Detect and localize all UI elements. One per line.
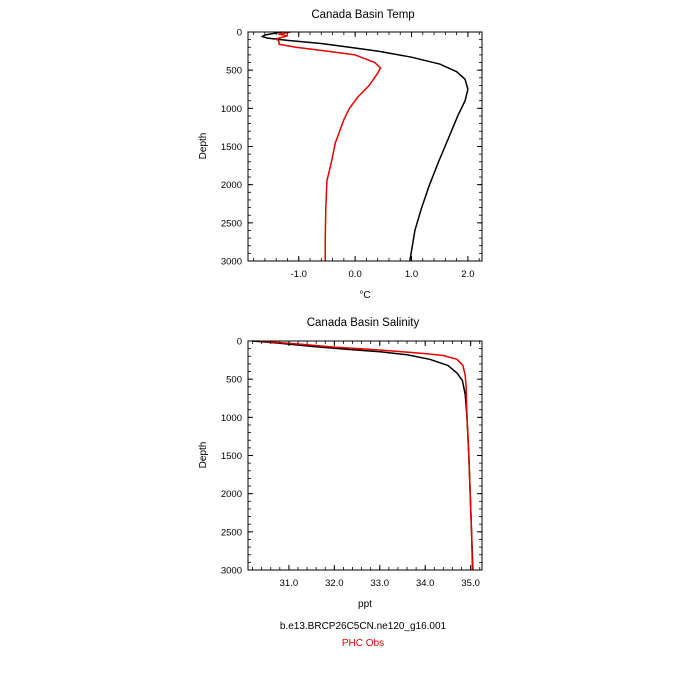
y-tick-label: 1000 bbox=[221, 104, 242, 115]
chart-title: Canada Basin Temp bbox=[311, 9, 414, 21]
x-axis-label: ppt bbox=[358, 599, 372, 610]
x-tick-label: 35.0 bbox=[461, 578, 480, 589]
x-tick-label: 34.0 bbox=[416, 578, 435, 589]
series-line-0 bbox=[261, 31, 469, 262]
series-line-0 bbox=[252, 340, 474, 571]
y-tick-label: 3000 bbox=[221, 257, 242, 268]
y-tick-label: 2500 bbox=[221, 218, 242, 229]
x-tick-label: 0.0 bbox=[349, 269, 362, 280]
x-tick-label: 1.0 bbox=[405, 269, 418, 280]
plot-frame bbox=[247, 340, 483, 571]
y-tick-label: 1500 bbox=[221, 142, 242, 153]
y-tick-label: 2500 bbox=[221, 527, 242, 538]
y-tick-label: 500 bbox=[226, 375, 242, 386]
series-layer bbox=[261, 31, 469, 262]
series-line-1 bbox=[257, 340, 474, 571]
y-tick-label: 2000 bbox=[221, 489, 242, 500]
salinity-chart: Canada Basin Salinity 0 500 1000 1500 2000 25… bbox=[198, 317, 483, 610]
y-axis-label: Depth bbox=[198, 133, 209, 160]
ticks-layer: 0 500 1000 1500 2000 2500 3000 -1.0 0.0 1.0 2.0 bbox=[221, 28, 482, 280]
y-tick-label: 2000 bbox=[221, 180, 242, 191]
obs-name-label: PHC Obs bbox=[342, 638, 384, 649]
y-tick-label: 0 bbox=[237, 337, 242, 348]
y-tick-label: 1500 bbox=[221, 451, 242, 462]
plot-frame bbox=[247, 31, 483, 262]
temp-chart: Canada Basin Temp 0 500 1000 1500 2000 2500 30… bbox=[198, 9, 483, 301]
x-tick-label: 2.0 bbox=[461, 269, 474, 280]
x-tick-label: -1.0 bbox=[291, 269, 307, 280]
y-tick-label: 0 bbox=[237, 28, 242, 39]
y-tick-label: 1000 bbox=[221, 413, 242, 424]
series-line-1 bbox=[275, 31, 382, 261]
y-tick-label: 500 bbox=[226, 66, 242, 77]
case-name-label: b.e13.BRCP26C5CN.ne120_g16.001 bbox=[280, 621, 447, 632]
ticks-layer: 0 500 1000 1500 2000 2500 3000 31.0 32.0 33.0 34.0… bbox=[221, 337, 482, 589]
series-layer bbox=[252, 340, 474, 571]
y-tick-label: 3000 bbox=[221, 566, 242, 577]
y-axis-label: Depth bbox=[198, 442, 209, 469]
x-tick-label: 31.0 bbox=[280, 578, 299, 589]
x-tick-label: 33.0 bbox=[371, 578, 390, 589]
chart-title: Canada Basin Salinity bbox=[307, 317, 420, 329]
x-axis-label: °C bbox=[359, 290, 370, 301]
x-tick-label: 32.0 bbox=[325, 578, 344, 589]
